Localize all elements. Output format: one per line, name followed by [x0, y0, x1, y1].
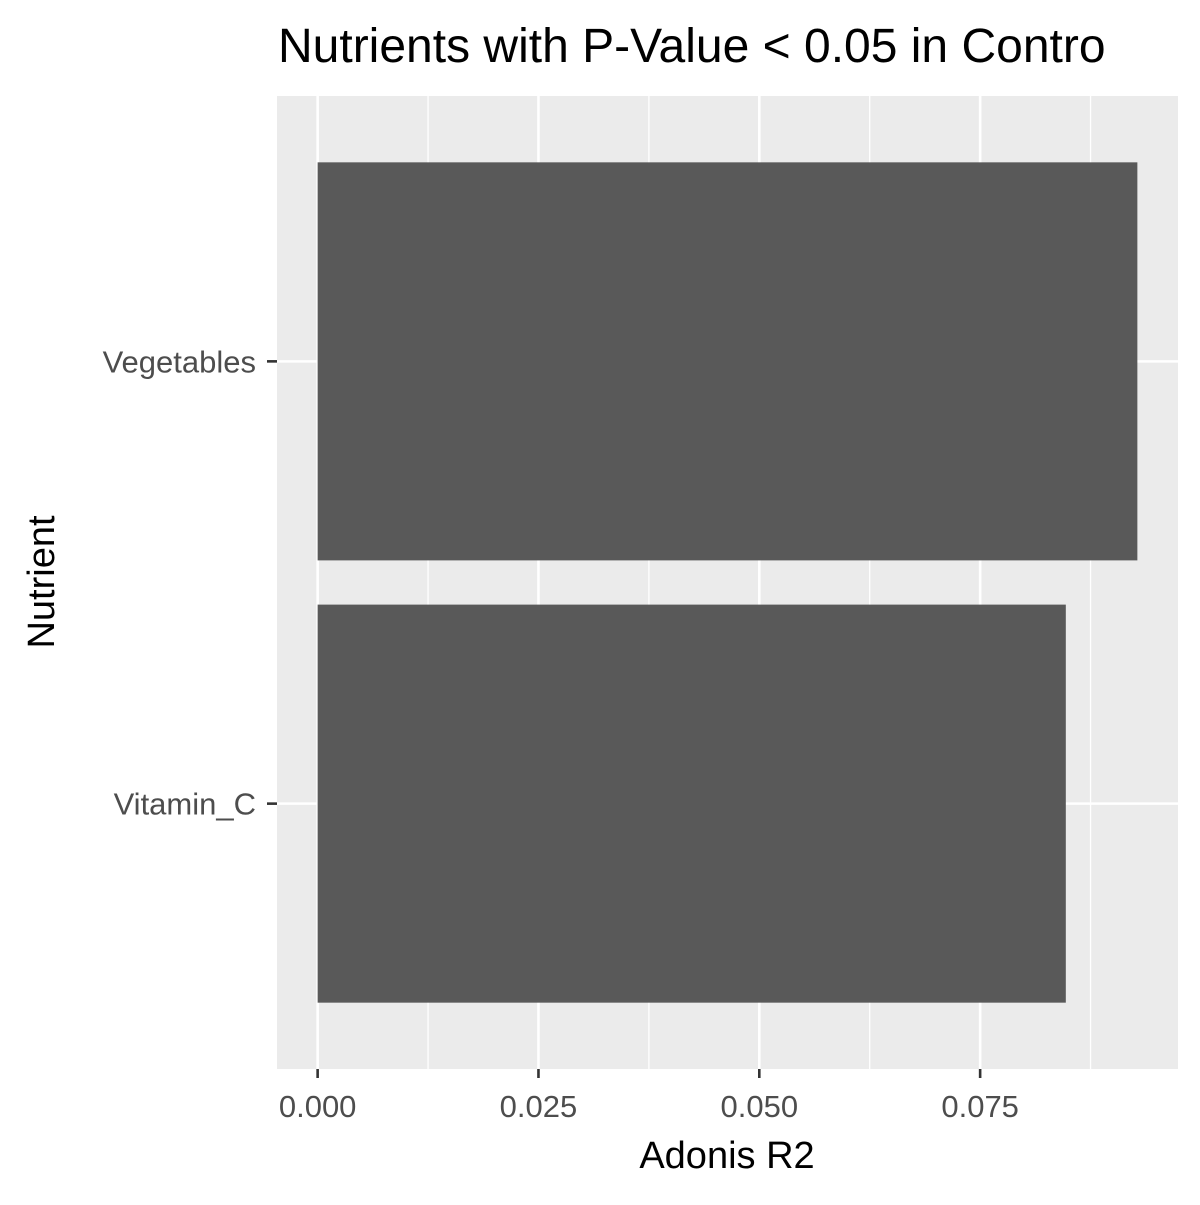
bar-vitamin-c — [317, 604, 1066, 1003]
x-axis: 0.000 0.025 0.050 0.075 — [279, 1069, 1019, 1124]
x-tick-label: 0.050 — [721, 1089, 799, 1124]
x-tick-label: 0.025 — [500, 1089, 578, 1124]
x-tick-label: 0.075 — [941, 1089, 1019, 1124]
y-tick-label: Vitamin_C — [114, 787, 256, 822]
y-axis: Vegetables Vitamin_C — [103, 344, 277, 822]
y-axis-label: Nutrient — [21, 515, 63, 648]
chart-title: Nutrients with P-Value < 0.05 in Contro — [278, 20, 1106, 73]
x-tick-label: 0.000 — [279, 1089, 357, 1124]
bars-group — [317, 162, 1138, 1003]
x-axis-label: Adonis R2 — [639, 1135, 814, 1177]
bar-vegetables — [317, 162, 1138, 561]
y-tick-label: Vegetables — [103, 344, 256, 379]
